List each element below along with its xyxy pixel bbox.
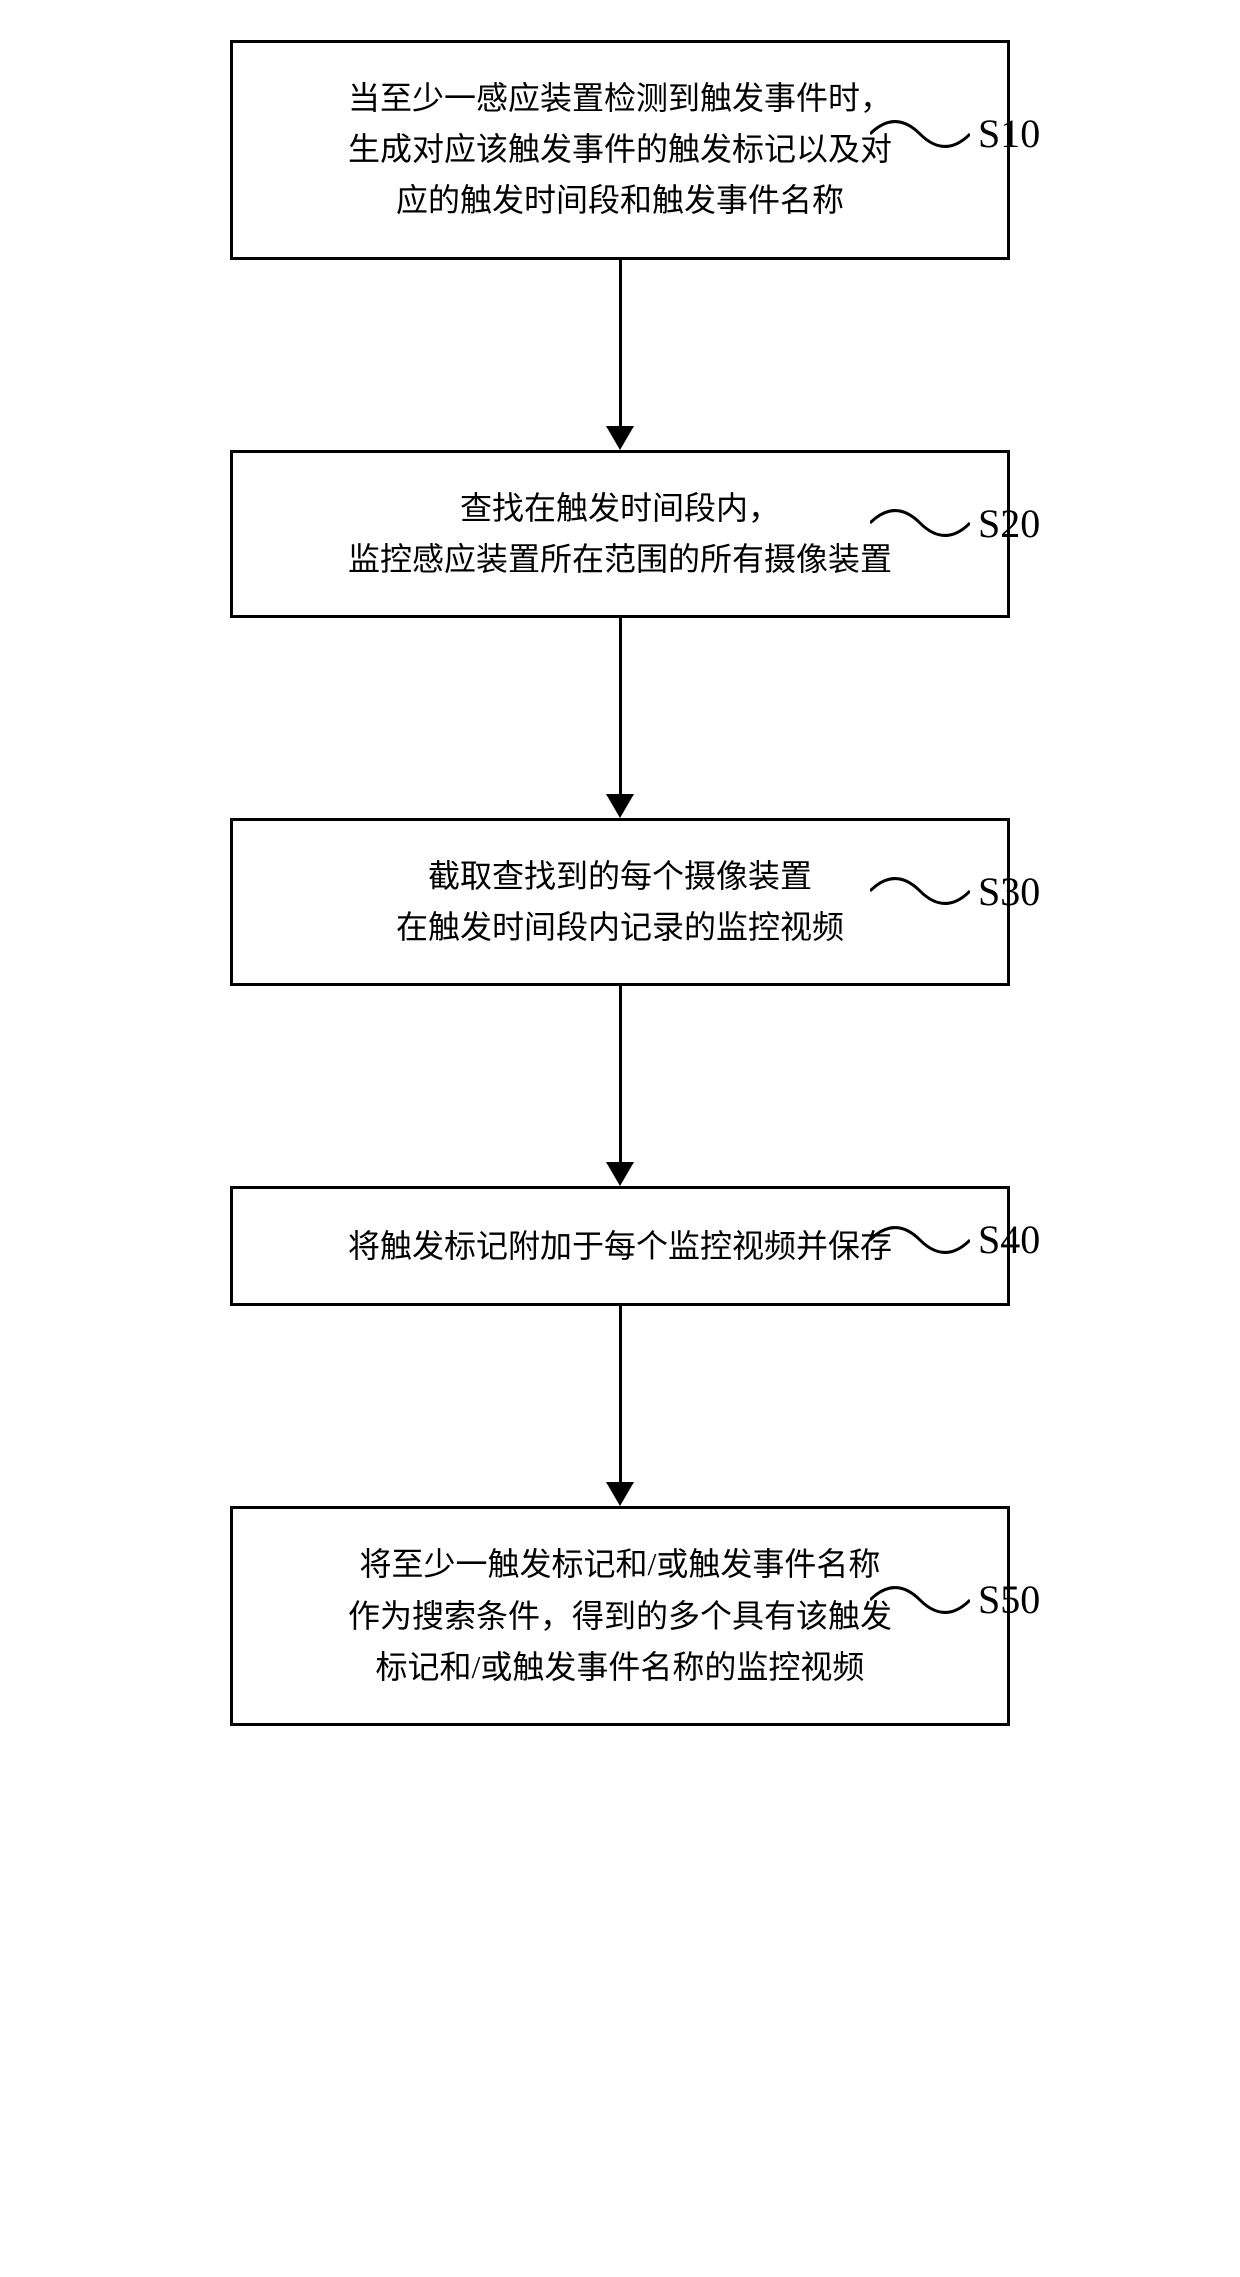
step-label-s20: S20 [978,500,1040,547]
arrow-line [619,1306,622,1482]
arrow-s40-s50 [606,1306,634,1506]
arrow-line [619,260,622,426]
arrow-head-icon [606,1162,634,1186]
wave-connector [870,1220,970,1260]
flowchart-container: 当至少一感应装置检测到触发事件时， 生成对应该触发事件的触发标记以及对 应的触发… [0,40,1240,1726]
step-label-s30: S30 [978,868,1040,915]
step-row-s30: 截取查找到的每个摄像装置 在触发时间段内记录的监控视频 S30 [0,818,1240,986]
arrow-s30-s40 [606,986,634,1186]
step-text-s30: 截取查找到的每个摄像装置 在触发时间段内记录的监控视频 [396,851,844,953]
arrow-line [619,986,622,1162]
step-label-container-s20: S20 [870,500,1040,547]
arrow-line [619,618,622,794]
step-label-s40: S40 [978,1216,1040,1263]
step-text-s50: 将至少一触发标记和/或触发事件名称 作为搜索条件，得到的多个具有该触发 标记和/… [348,1539,892,1693]
step-label-s10: S10 [978,110,1040,157]
step-label-container-s40: S40 [870,1216,1040,1263]
step-text-s10: 当至少一感应装置检测到触发事件时， 生成对应该触发事件的触发标记以及对 应的触发… [348,73,892,227]
step-label-container-s50: S50 [870,1576,1040,1623]
wave-connector [870,871,970,911]
step-text-s40: 将触发标记附加于每个监控视频并保存 [348,1221,892,1272]
wave-connector [870,114,970,154]
step-text-s20: 查找在触发时间段内， 监控感应装置所在范围的所有摄像装置 [348,483,892,585]
step-row-s10: 当至少一感应装置检测到触发事件时， 生成对应该触发事件的触发标记以及对 应的触发… [0,40,1240,260]
step-row-s20: 查找在触发时间段内， 监控感应装置所在范围的所有摄像装置 S20 [0,450,1240,618]
step-row-s50: 将至少一触发标记和/或触发事件名称 作为搜索条件，得到的多个具有该触发 标记和/… [0,1506,1240,1726]
arrow-head-icon [606,426,634,450]
arrow-head-icon [606,794,634,818]
step-label-s50: S50 [978,1576,1040,1623]
arrow-s10-s20 [606,260,634,450]
wave-connector [870,503,970,543]
arrow-head-icon [606,1482,634,1506]
step-label-container-s30: S30 [870,868,1040,915]
step-label-container-s10: S10 [870,110,1040,157]
step-row-s40: 将触发标记附加于每个监控视频并保存 S40 [0,1186,1240,1306]
arrow-s20-s30 [606,618,634,818]
wave-connector [870,1580,970,1620]
